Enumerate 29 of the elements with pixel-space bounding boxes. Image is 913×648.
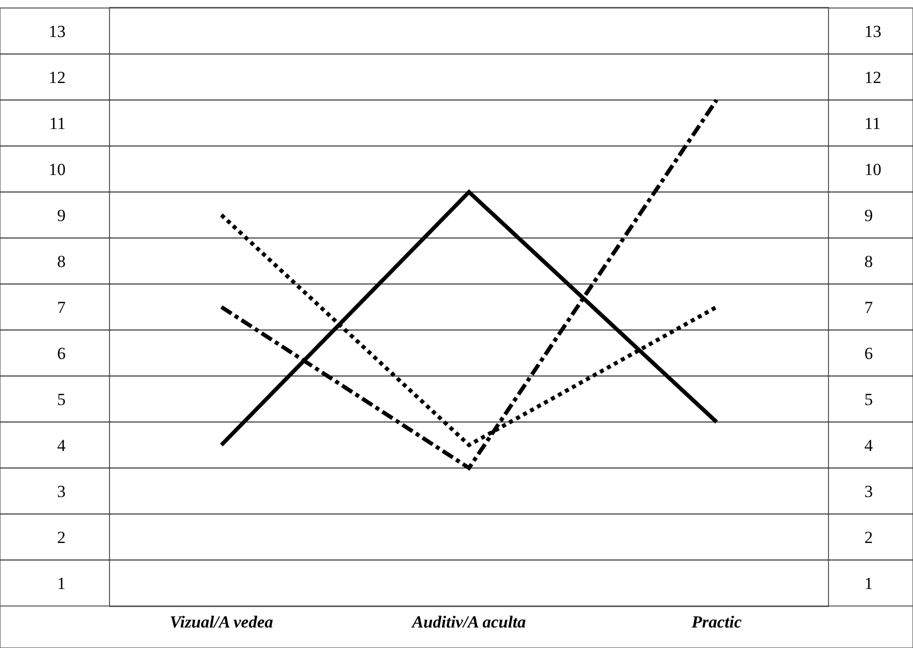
y-tick-label: 6 bbox=[57, 344, 66, 363]
y-tick-label: 7 bbox=[57, 298, 66, 317]
y2-tick-label: 9 bbox=[864, 206, 873, 225]
y-tick-label: 8 bbox=[57, 252, 66, 271]
y2-tick-label: 8 bbox=[864, 252, 873, 271]
y2-tick-label: 4 bbox=[864, 436, 874, 455]
y-tick-label: 1 bbox=[57, 574, 66, 593]
y-tick-label: 9 bbox=[57, 206, 66, 225]
y2-tick-label: 10 bbox=[864, 160, 882, 179]
y2-tick-label: 3 bbox=[864, 482, 873, 501]
y2-tick-label: 11 bbox=[864, 114, 881, 133]
y-tick-label: 4 bbox=[57, 436, 66, 455]
x-tick-label: Vizual/A vedea bbox=[170, 612, 274, 632]
y2-tick-label: 13 bbox=[864, 22, 882, 41]
y2-tick-label: 6 bbox=[864, 344, 873, 363]
y2-tick-label: 1 bbox=[864, 574, 873, 593]
y2-tick-label: 7 bbox=[864, 298, 874, 317]
y-tick-label: 5 bbox=[57, 390, 66, 409]
x-tick-label: Practic bbox=[690, 612, 742, 632]
y-tick-label: 12 bbox=[48, 68, 66, 87]
y-tick-label: 11 bbox=[49, 114, 66, 133]
y-tick-label: 2 bbox=[57, 528, 66, 547]
y2-tick-label: 5 bbox=[864, 390, 873, 409]
x-tick-label: Auditiv/A aculta bbox=[411, 612, 526, 632]
y2-tick-label: 2 bbox=[864, 528, 873, 547]
y-tick-label: 3 bbox=[57, 482, 66, 501]
y2-tick-label: 12 bbox=[864, 68, 882, 87]
y-tick-label: 10 bbox=[48, 160, 66, 179]
y-tick-label: 13 bbox=[48, 22, 66, 41]
